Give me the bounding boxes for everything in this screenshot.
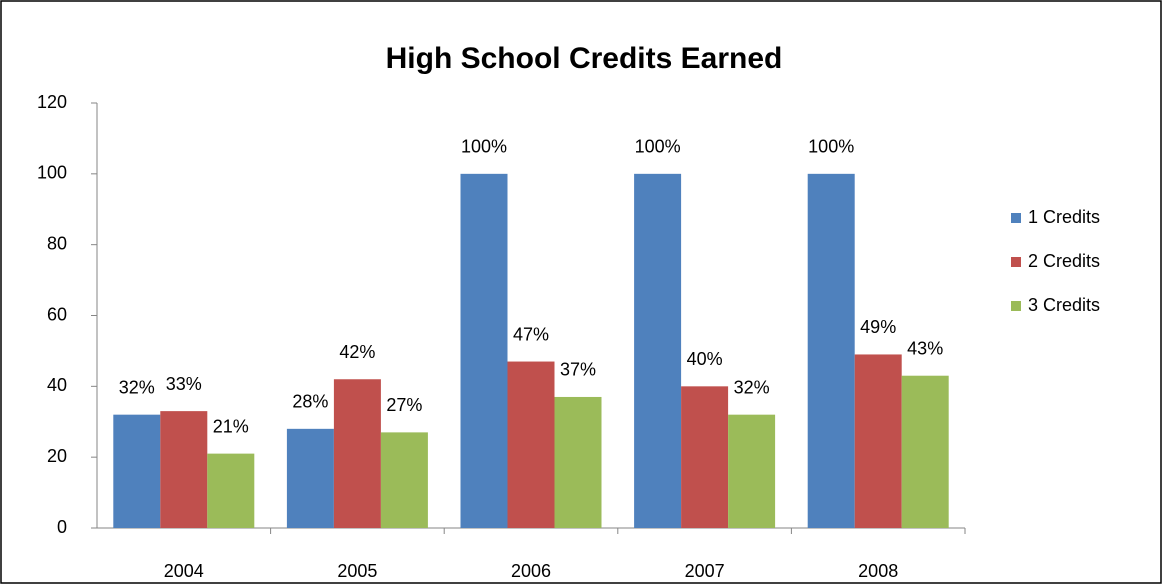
- y-tick-label: 80: [47, 233, 67, 253]
- value-label: 49%: [860, 317, 896, 337]
- bar: [380, 432, 428, 528]
- bar: [460, 173, 508, 529]
- x-tick-label: 2004: [164, 561, 204, 581]
- value-label: 47%: [513, 324, 549, 344]
- bar: [901, 375, 949, 528]
- legend-label: 1 Credits: [1028, 207, 1100, 227]
- y-tick-label: 60: [47, 304, 67, 324]
- y-tick-label: 120: [37, 92, 67, 112]
- bar: [207, 453, 255, 528]
- value-label: 33%: [166, 374, 202, 394]
- bar: [854, 354, 902, 528]
- value-label: 37%: [560, 360, 596, 380]
- y-tick-label: 0: [57, 517, 67, 537]
- legend-label: 3 Credits: [1028, 295, 1100, 315]
- value-label: 28%: [292, 392, 328, 412]
- bar: [113, 414, 161, 528]
- value-label: 32%: [119, 377, 155, 397]
- value-label: 100%: [635, 137, 681, 157]
- value-label: 21%: [213, 416, 249, 436]
- bar: [807, 173, 855, 529]
- bar: [554, 396, 602, 528]
- legend-swatch: [1011, 301, 1021, 311]
- bar: [634, 173, 682, 529]
- x-tick-label: 2008: [858, 561, 898, 581]
- bar: [286, 428, 334, 528]
- value-label: 100%: [461, 137, 507, 157]
- legend-swatch: [1011, 257, 1021, 267]
- x-tick-label: 2006: [511, 561, 551, 581]
- legend-swatch: [1011, 213, 1021, 223]
- bar: [681, 386, 729, 528]
- bar: [728, 414, 776, 528]
- value-label: 42%: [339, 342, 375, 362]
- value-label: 100%: [808, 137, 854, 157]
- bar: [333, 379, 381, 528]
- chart-title: High School Credits Earned: [386, 42, 783, 75]
- value-label: 40%: [687, 349, 723, 369]
- x-tick-label: 2007: [685, 561, 725, 581]
- legend-label: 2 Credits: [1028, 251, 1100, 271]
- bar: [507, 361, 555, 528]
- value-label: 43%: [907, 338, 943, 358]
- y-tick-label: 20: [47, 446, 67, 466]
- value-label: 32%: [734, 377, 770, 397]
- y-tick-label: 40: [47, 375, 67, 395]
- y-tick-label: 100: [37, 163, 67, 183]
- value-label: 27%: [386, 395, 422, 415]
- bar: [160, 411, 208, 528]
- x-tick-label: 2005: [337, 561, 377, 581]
